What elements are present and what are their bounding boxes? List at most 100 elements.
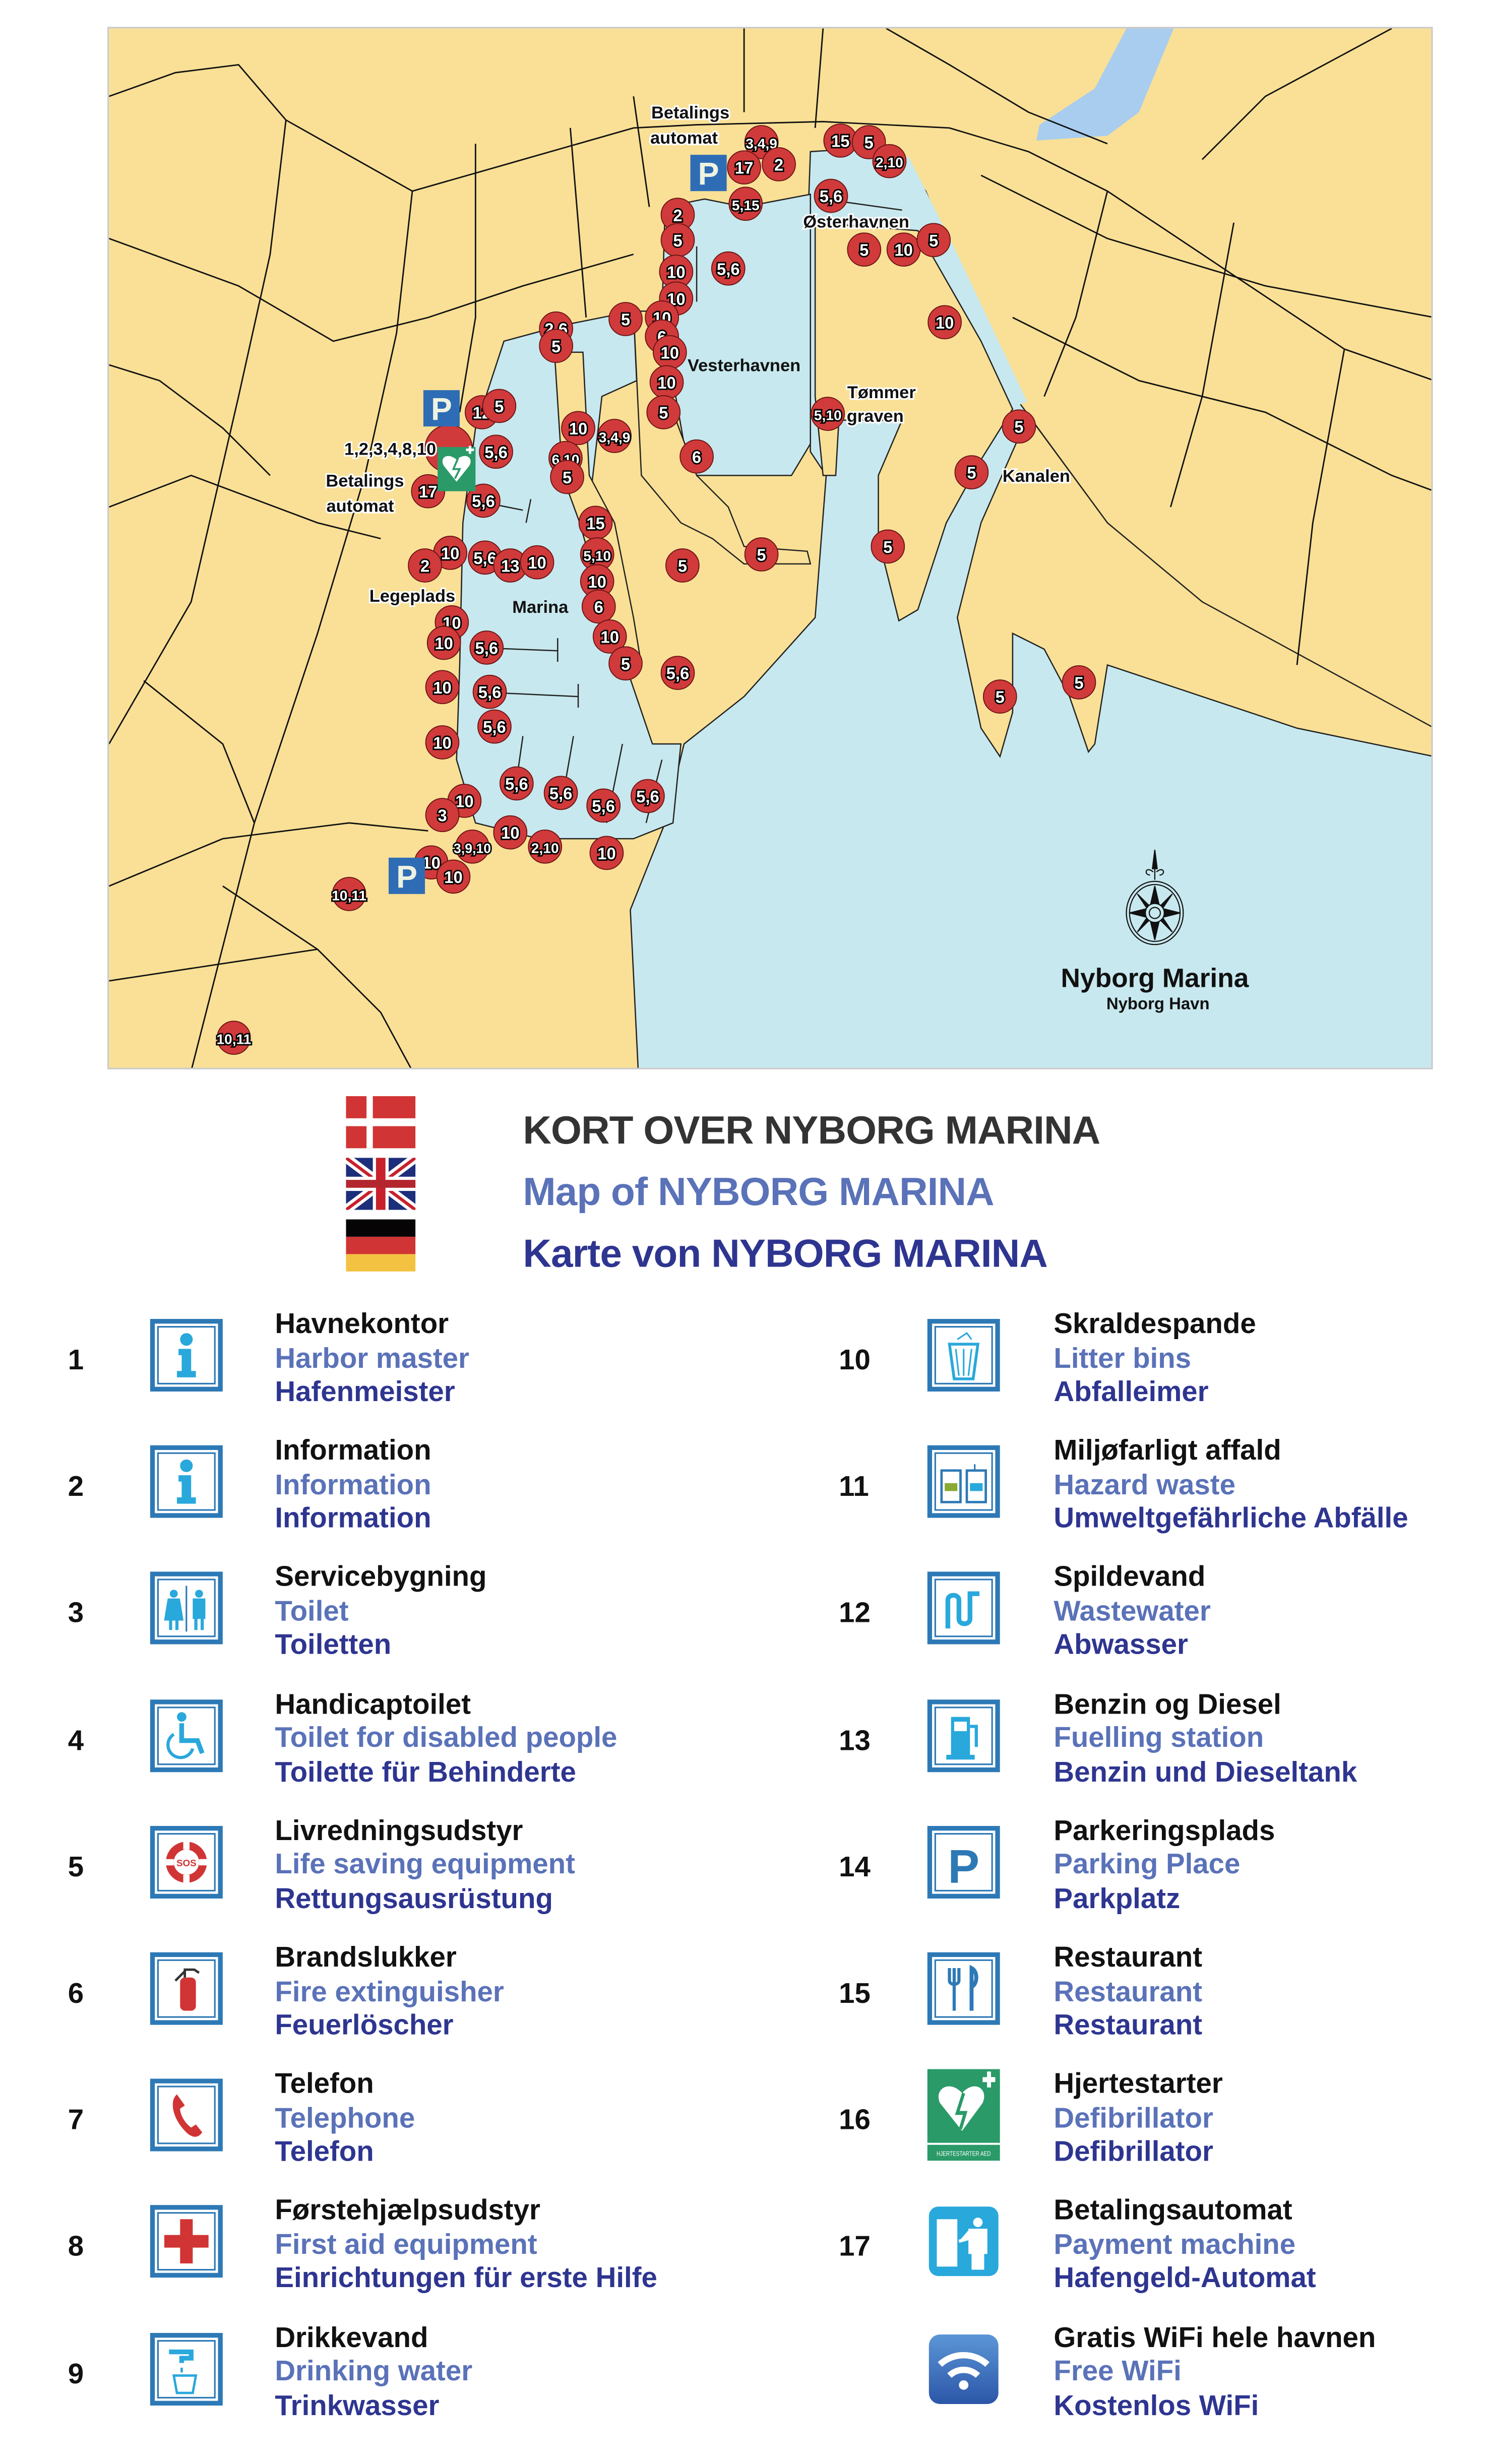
facility-marker[interactable]: 5: [1002, 409, 1036, 444]
facility-marker[interactable]: 5,6: [466, 483, 501, 518]
facility-marker[interactable]: 10,11: [330, 876, 368, 911]
parking-sign-icon[interactable]: P: [388, 857, 425, 895]
facility-marker[interactable]: 2: [660, 198, 695, 232]
facility-marker[interactable]: 10,11: [215, 1021, 253, 1055]
facility-marker[interactable]: 5,6: [477, 709, 512, 744]
facility-marker[interactable]: 10: [886, 232, 921, 267]
toilet-icon: [150, 1572, 223, 1645]
facility-marker[interactable]: 5: [665, 548, 700, 583]
facility-marker[interactable]: 17: [411, 474, 446, 509]
facility-marker[interactable]: 5: [539, 329, 574, 363]
facility-marker[interactable]: 10: [493, 815, 528, 850]
legend-text: Førstehjælpsudstyr First aid equipment Ein…: [275, 2194, 657, 2296]
facility-marker[interactable]: 10: [580, 564, 614, 599]
facility-marker[interactable]: 10: [520, 545, 554, 580]
label-english: Parking Place: [1054, 1848, 1241, 1880]
marker-circle: [665, 548, 700, 583]
facility-marker[interactable]: 10: [425, 670, 460, 705]
marker-circle: [586, 788, 621, 823]
marker-circle: [455, 829, 489, 864]
facility-marker[interactable]: 10: [561, 411, 595, 446]
legend-item: 8 Førstehjælpsudstyr First aid equipment Ei…: [68, 2194, 731, 2300]
facility-marker[interactable]: 10: [436, 859, 471, 894]
marker-label: 15: [831, 132, 850, 150]
facility-marker[interactable]: 5,15: [728, 186, 763, 221]
facility-marker[interactable]: 5,6: [660, 656, 695, 690]
parking-sign-icon[interactable]: P: [423, 390, 460, 427]
facility-marker[interactable]: 5,6: [469, 630, 504, 665]
facility-marker[interactable]: 2,10: [872, 144, 907, 178]
label-english: Toilet for disabled people: [275, 1722, 617, 1754]
marker-label: 10: [433, 734, 452, 752]
facility-marker[interactable]: 10: [592, 619, 627, 654]
river: [1036, 28, 1174, 141]
facility-marker[interactable]: 5: [744, 537, 779, 572]
restaurant-icon: [927, 1952, 1000, 2025]
legend-item: 6 Brandslukker Fire extinguisher Feuerlösch…: [68, 1941, 731, 2047]
parking-sign-icon[interactable]: P: [690, 155, 727, 192]
facility-marker[interactable]: 5: [916, 223, 951, 258]
facility-marker[interactable]: 10: [426, 625, 461, 660]
facility-marker[interactable]: 10: [425, 725, 460, 760]
marker-label: 13: [501, 557, 520, 576]
facility-marker[interactable]: 5,6: [711, 251, 746, 286]
marker-circle: [425, 725, 460, 760]
label-danish: Handicaptoilet: [275, 1687, 471, 1720]
facility-marker[interactable]: 5: [1062, 665, 1096, 700]
facility-marker[interactable]: 5,10: [580, 537, 614, 572]
facility-marker[interactable]: 5: [871, 529, 905, 564]
facility-marker[interactable]: 5: [482, 389, 517, 423]
facility-marker[interactable]: 5,6: [543, 776, 578, 810]
facility-marker[interactable]: 3,9,10: [452, 829, 492, 864]
label-german: Benzin und Dieseltank: [1054, 1755, 1357, 1788]
marker-label: 5: [757, 546, 766, 564]
facility-marker[interactable]: 5: [646, 395, 681, 429]
facility-marker[interactable]: 5,10: [811, 397, 845, 431]
legend-item: 2 Information Information Information: [68, 1434, 731, 1540]
marker-label: 5: [864, 134, 874, 152]
facility-marker[interactable]: 5: [954, 455, 989, 489]
facility-marker[interactable]: 10: [589, 836, 624, 870]
facility-marker[interactable]: 10: [659, 255, 694, 289]
legend-item: 13 Benzin og Diesel Fuelling station Benzin…: [839, 1688, 1485, 1794]
facility-marker[interactable]: 2: [762, 147, 796, 181]
facility-marker[interactable]: 3: [425, 798, 460, 832]
label-german: Trinkwasser: [275, 2389, 440, 2421]
facility-marker[interactable]: 5: [847, 232, 882, 267]
facility-marker[interactable]: 5: [982, 679, 1017, 714]
facility-marker[interactable]: 5,6: [472, 674, 507, 709]
facility-marker[interactable]: 5,6: [499, 766, 534, 801]
facility-marker[interactable]: 6: [581, 589, 616, 624]
legend-number: 12: [839, 1597, 871, 1629]
facility-marker[interactable]: 5: [608, 646, 643, 681]
facility-marker[interactable]: 5,6: [586, 788, 621, 823]
label-danish: Telefon: [275, 2067, 374, 2100]
facility-marker[interactable]: 5,6: [479, 434, 513, 469]
facility-marker[interactable]: 3,4,9: [597, 419, 632, 453]
facility-marker[interactable]: 5: [550, 460, 584, 494]
facility-marker[interactable]: 2,10: [528, 829, 563, 864]
danish-flag-icon: [346, 1096, 416, 1149]
facility-marker[interactable]: 10: [649, 365, 684, 400]
harbour-map-drawing: 3,4,91721552,105,155,62510105,651051052,…: [109, 28, 1432, 1068]
defibrillator-sign-icon[interactable]: [438, 446, 476, 491]
facility-marker[interactable]: 17: [727, 150, 761, 185]
facility-marker[interactable]: 5,6: [631, 779, 665, 813]
label-danish: Drikkevand: [275, 2321, 428, 2353]
facility-marker[interactable]: 6: [679, 439, 714, 474]
facility-marker[interactable]: 5: [608, 302, 643, 336]
facility-marker[interactable]: 10: [433, 536, 468, 570]
marker-label: 10: [661, 343, 679, 362]
facility-marker[interactable]: 10: [652, 335, 687, 369]
marker-label: 5,6: [636, 787, 659, 806]
label-english: First aid equipment: [275, 2228, 537, 2260]
facility-marker[interactable]: 15: [578, 506, 613, 540]
facility-marker[interactable]: 15: [823, 123, 858, 158]
facility-marker[interactable]: 5: [660, 223, 695, 258]
payment-machine-icon: [927, 2205, 1000, 2278]
facility-marker[interactable]: 2: [408, 548, 442, 583]
facility-marker[interactable]: 10: [927, 305, 962, 340]
legend-number: 11: [839, 1471, 869, 1503]
facility-marker[interactable]: 5,6: [814, 178, 848, 213]
marker-label: 6: [594, 598, 603, 616]
